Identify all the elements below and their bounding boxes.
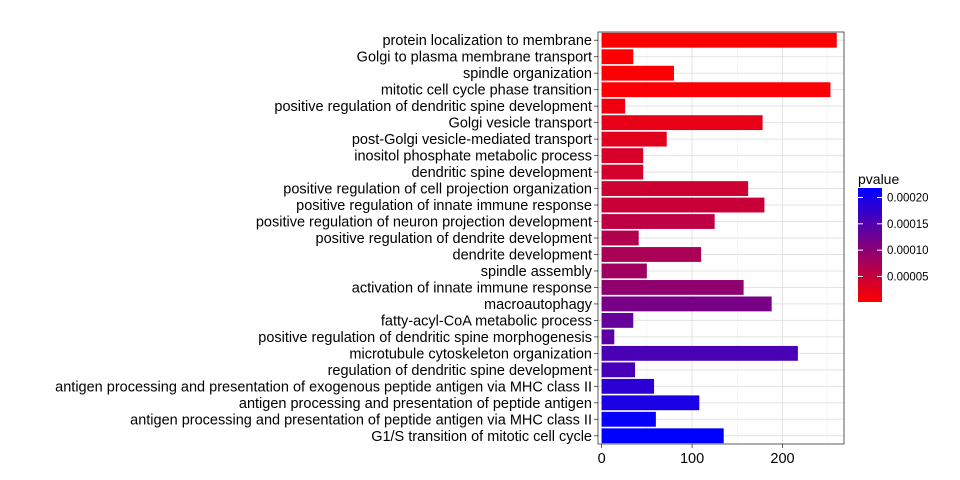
y-tick-label: dendritic spine development bbox=[411, 165, 592, 181]
bar bbox=[601, 312, 634, 328]
y-tick-label: macroautophagy bbox=[484, 297, 593, 313]
legend-title: pvalue bbox=[858, 171, 899, 187]
y-tick-label: Golgi to plasma membrane transport bbox=[357, 50, 592, 66]
x-tick-label: 100 bbox=[680, 451, 704, 467]
y-tick-label: antigen processing and presentation of p… bbox=[239, 396, 592, 412]
legend-colorbar bbox=[858, 188, 882, 302]
bar bbox=[601, 181, 749, 196]
y-tick-label: positive regulation of dendrite developm… bbox=[316, 231, 592, 247]
bar bbox=[601, 362, 636, 378]
bar bbox=[601, 164, 644, 180]
bar bbox=[601, 65, 674, 81]
y-tick-label: antigen processing and presentation of p… bbox=[130, 412, 592, 428]
bar bbox=[601, 32, 837, 48]
y-tick-label: mitotic cell cycle phase transition bbox=[381, 83, 592, 99]
legend-tick-label: 0.00020 bbox=[887, 192, 929, 204]
x-axis: 0 100 200 bbox=[598, 444, 795, 467]
y-tick-label: Golgi vesicle transport bbox=[449, 116, 592, 132]
bar bbox=[601, 378, 655, 394]
x-tick-label: 200 bbox=[770, 451, 794, 467]
y-tick-label: positive regulation of dendritic spine d… bbox=[274, 99, 592, 115]
bar bbox=[601, 395, 700, 411]
bar bbox=[601, 148, 644, 164]
y-tick-label: activation of innate immune response bbox=[352, 280, 592, 296]
x-tick-label: 0 bbox=[598, 451, 606, 467]
y-tick-label: positive regulation of dendritic spine m… bbox=[258, 330, 592, 346]
color-legend: pvalue 0.00005 0.00010 0.00015 0.00020 bbox=[858, 171, 929, 302]
bar bbox=[601, 247, 702, 262]
y-tick-label: positive regulation of cell projection o… bbox=[283, 182, 592, 198]
bar bbox=[601, 214, 715, 229]
y-tick-label: fatty-acyl-CoA metabolic process bbox=[381, 313, 592, 329]
y-tick-label: spindle organization bbox=[463, 66, 592, 82]
y-tick-label: microtubule cytoskeleton organization bbox=[349, 346, 592, 362]
legend-ticks: 0.00005 0.00010 0.00015 0.00020 bbox=[858, 192, 929, 283]
bar bbox=[601, 82, 831, 98]
bar bbox=[601, 329, 615, 345]
bar bbox=[601, 49, 634, 65]
bar bbox=[601, 280, 744, 295]
y-tick-label: positive regulation of innate immune res… bbox=[296, 198, 592, 214]
bar bbox=[601, 230, 639, 246]
y-tick-label: positive regulation of neuron projection… bbox=[256, 215, 592, 231]
bar bbox=[601, 428, 724, 444]
bar bbox=[601, 263, 647, 279]
y-tick-label: dendrite development bbox=[453, 247, 592, 263]
bar bbox=[601, 131, 667, 147]
bar bbox=[601, 98, 626, 114]
bar bbox=[601, 345, 798, 361]
bar bbox=[601, 296, 772, 312]
y-tick-label: G1/S transition of mitotic cell cycle bbox=[371, 429, 592, 445]
y-tick-label: protein localization to membrane bbox=[382, 33, 592, 49]
bars bbox=[601, 32, 837, 444]
bar bbox=[601, 411, 656, 427]
legend-tick-label: 0.00015 bbox=[887, 219, 929, 231]
y-tick-label: post-Golgi vesicle-mediated transport bbox=[352, 132, 592, 148]
legend-tick-label: 0.00010 bbox=[887, 245, 929, 257]
y-tick-label: inositol phosphate metabolic process bbox=[354, 149, 592, 165]
bar bbox=[601, 115, 763, 131]
y-tick-label: spindle assembly bbox=[481, 264, 593, 280]
legend-tick-label: 0.00005 bbox=[887, 271, 929, 283]
y-tick-label: regulation of dendritic spine developmen… bbox=[328, 363, 592, 379]
y-tick-label: antigen processing and presentation of e… bbox=[55, 379, 592, 395]
bar bbox=[601, 197, 765, 213]
